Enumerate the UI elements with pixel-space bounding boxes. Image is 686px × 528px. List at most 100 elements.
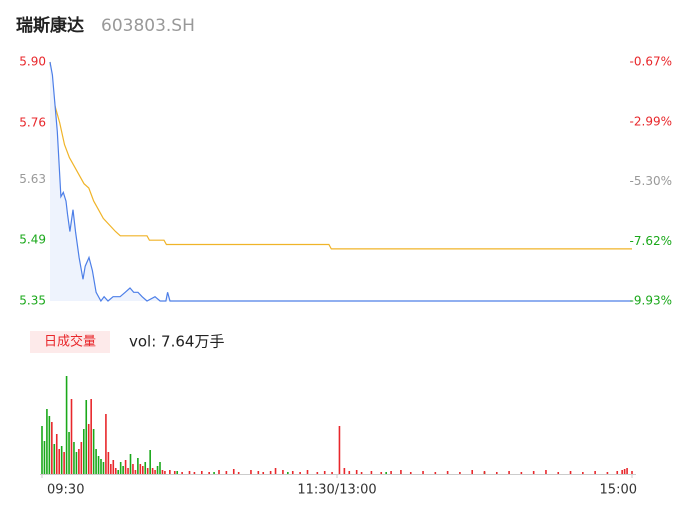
price-line <box>49 61 632 250</box>
volume-bar <box>92 429 95 474</box>
volume-bar <box>169 470 171 474</box>
volume-bar <box>323 471 326 474</box>
price-area <box>50 62 632 301</box>
volume-bar <box>626 468 628 474</box>
volume-bar <box>46 409 48 474</box>
volume-bar <box>164 471 166 474</box>
volume-bar <box>75 452 78 474</box>
volume-bar <box>360 472 363 474</box>
volume-bar <box>97 456 100 474</box>
volume-bar <box>127 468 129 474</box>
volume-bar <box>85 400 88 474</box>
volume-bar <box>287 472 289 474</box>
volume-bar <box>137 458 139 474</box>
y2-tick-label: -9.93% <box>630 294 672 308</box>
volume-bar <box>68 432 70 474</box>
volume-bar <box>107 452 110 474</box>
volume-bar <box>257 471 260 474</box>
volume-bar <box>80 442 83 474</box>
volume-bar <box>176 471 179 474</box>
volume-bar <box>122 466 124 474</box>
volume-bar <box>58 449 61 474</box>
volume-text: vol: 7.64万手 <box>129 333 224 351</box>
volume-bar <box>237 472 240 474</box>
volume-bar <box>225 471 228 474</box>
volume-bar <box>331 472 333 474</box>
volume-bar <box>110 464 112 474</box>
volume-bar <box>594 471 596 474</box>
volume-bar <box>532 471 535 474</box>
volume-bar <box>60 446 63 474</box>
volume-bar <box>82 429 85 474</box>
volume-bar <box>95 449 97 474</box>
volume-bar <box>434 472 437 474</box>
volume-bar <box>139 464 142 474</box>
y-tick-label: 5.90 <box>19 55 46 69</box>
x-tick-label: 15:00 <box>600 483 637 498</box>
legend-box <box>30 331 110 353</box>
y2-tick-label: -7.62% <box>630 234 672 248</box>
volume-bar <box>70 399 73 474</box>
volume-bar <box>146 468 149 474</box>
volume-bar <box>409 472 412 474</box>
volume-bar <box>55 434 58 474</box>
y-tick-label: 5.35 <box>19 294 46 308</box>
volume-bar <box>117 470 120 474</box>
volume-bar <box>274 468 277 474</box>
stock-name: 瑞斯康达 <box>16 15 84 36</box>
volume-bar <box>380 472 383 474</box>
volume-bar <box>282 470 284 474</box>
volume-bar <box>159 462 161 474</box>
volume-bar <box>343 468 346 474</box>
volume-bar <box>132 464 134 474</box>
price-line <box>49 61 632 303</box>
volume-bar <box>161 470 164 474</box>
volume-bar <box>269 471 272 474</box>
volume-bar <box>156 466 159 474</box>
volume-bar <box>316 472 319 474</box>
volume-bar <box>43 441 46 474</box>
x-tick-label: 11:30/13:00 <box>297 483 376 498</box>
volume-bar <box>306 470 309 474</box>
volume-bar <box>124 460 127 474</box>
volume-bar <box>119 462 122 474</box>
volume-bar <box>90 399 92 474</box>
volume-bar <box>348 471 351 474</box>
y-tick-label: 5.49 <box>19 233 46 247</box>
volume-bar <box>208 472 210 474</box>
volume-bar <box>385 472 387 474</box>
volume-bar <box>193 472 196 474</box>
volume-bar <box>545 470 547 474</box>
volume-bar <box>151 468 154 474</box>
volume-bar <box>631 471 633 474</box>
volume-bar <box>141 466 144 474</box>
volume-bar <box>250 470 252 474</box>
volume-bar <box>154 470 156 474</box>
volume-bar <box>48 416 51 474</box>
volume-bar <box>582 472 584 474</box>
volume-bar <box>100 459 102 474</box>
volume-bar <box>78 449 80 474</box>
volume-bar <box>213 472 215 474</box>
volume-bar <box>65 376 68 474</box>
volume-bar <box>41 426 43 474</box>
stock-code: 603803.SH <box>101 16 195 36</box>
volume-bar <box>218 470 220 474</box>
volume-bar <box>422 471 424 474</box>
volume-bar <box>181 472 183 474</box>
volume-bar <box>173 471 176 474</box>
volume-bar <box>520 472 523 474</box>
volume-bar <box>606 472 609 474</box>
volume-bar <box>483 471 486 474</box>
volume-bar <box>232 469 235 474</box>
volume-bar <box>508 471 510 474</box>
volume-bar <box>200 471 203 474</box>
volume-bar <box>623 469 626 474</box>
volume-bar <box>102 462 105 474</box>
volume-bar <box>495 472 498 474</box>
volume-bar <box>459 472 461 474</box>
volume-bar <box>338 426 341 474</box>
volume-bar <box>105 414 107 474</box>
volume-bar <box>557 472 560 474</box>
